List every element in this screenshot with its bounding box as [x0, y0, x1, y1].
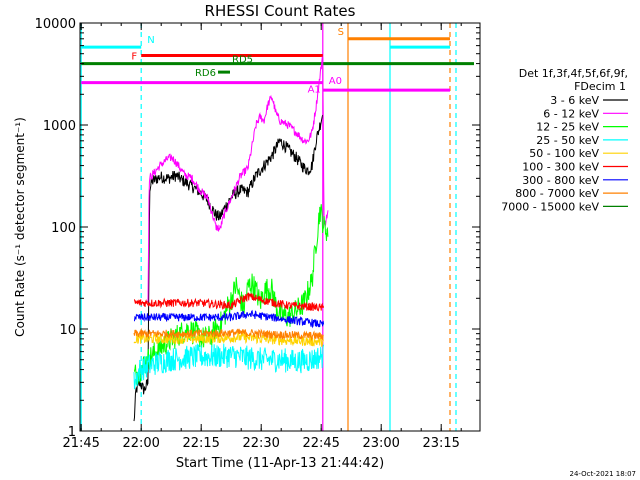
legend-label: 800 - 7000 keV: [515, 187, 599, 200]
series-line: [133, 204, 329, 385]
x-tick-label: 22:30: [242, 436, 279, 451]
y-tick-label: 100: [51, 221, 76, 236]
series-line: [133, 292, 325, 312]
legend-label: 12 - 25 keV: [536, 121, 599, 134]
annotation-label: S: [338, 27, 344, 38]
series-line: [133, 309, 325, 329]
legend-label: 6 - 12 keV: [543, 107, 599, 120]
chart-title: RHESSI Count Rates: [205, 2, 356, 20]
x-tick-label: 23:15: [422, 436, 459, 451]
y-tick-label: 10000: [35, 17, 76, 32]
y-tick-label: 1000: [43, 119, 76, 134]
annotation-label: RD5: [232, 55, 253, 66]
x-tick-label: 22:45: [302, 436, 339, 451]
x-tick-label: 22:00: [122, 436, 159, 451]
y-tick-label: 1: [68, 425, 76, 440]
x-tick-label: 21:45: [62, 436, 99, 451]
annotation-label: N: [147, 35, 154, 46]
legend-label: 25 - 50 keV: [536, 134, 599, 147]
legend-header: FDecim 1: [574, 80, 626, 93]
legend-label: 100 - 300 keV: [522, 161, 599, 174]
x-axis-label: Start Time (11-Apr-13 21:44:42): [176, 456, 384, 471]
annotation-label: A1: [308, 85, 321, 96]
legend-label: 7000 - 15000 keV: [501, 200, 599, 213]
legend-header: Det 1f,3f,4f,5f,6f,9f,: [519, 67, 628, 80]
annotation-label: RD6: [195, 68, 216, 79]
y-axis-label: Count Rate (s⁻¹ detector segment⁻¹): [13, 117, 27, 337]
legend-label: 3 - 6 keV: [550, 94, 599, 107]
footer-timestamp: 24-Oct-2021 18:07: [570, 470, 636, 478]
series-line: [147, 56, 329, 302]
annotation-label: A0: [329, 76, 342, 87]
legend-label: 50 - 100 keV: [529, 147, 599, 160]
x-tick-label: 22:15: [182, 436, 219, 451]
series-line: [133, 327, 324, 342]
y-tick-label: 10: [59, 323, 76, 338]
series-line: [133, 343, 325, 390]
annotation-label: F: [131, 52, 137, 63]
legend-label: 300 - 800 keV: [522, 174, 599, 187]
x-tick-label: 23:00: [362, 436, 399, 451]
series-line: [133, 114, 324, 422]
